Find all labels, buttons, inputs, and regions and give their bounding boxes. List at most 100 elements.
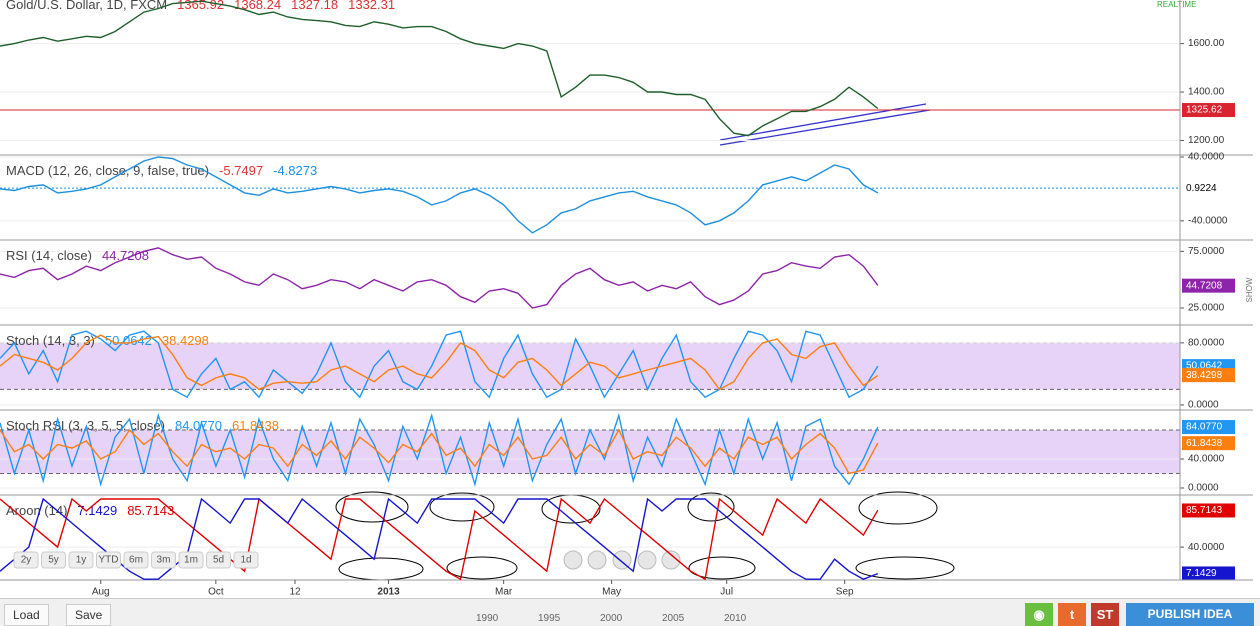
panel-header: Aroon (14) 7.1429 85.7143 [6, 503, 174, 518]
save-button[interactable]: Save [66, 604, 112, 626]
y-tick-label: 0.0000 [1188, 483, 1219, 494]
panel-header: MACD (12, 26, close, 9, false, true) -5.7… [6, 163, 317, 178]
last-value-box [1182, 503, 1235, 518]
last-value-label: 7.1429 [1186, 568, 1217, 579]
range-button[interactable] [123, 551, 149, 569]
x-tick-label: Mar [495, 587, 513, 598]
x-tick-label: May [602, 587, 621, 598]
load-button[interactable]: Load [4, 604, 49, 626]
show-label[interactable]: SHOW [1245, 277, 1254, 302]
last-value-label: 84.0770 [1186, 422, 1223, 433]
y-tick-label: 1200.00 [1188, 135, 1225, 146]
header-value: -4.8273 [273, 163, 317, 178]
panel: 25.0000 75.0000 44.7208 RSI (14, close) 44.7… [0, 246, 1253, 326]
last-value-box [1182, 566, 1235, 581]
range-button[interactable] [206, 551, 231, 569]
x-tick-label: Oct [208, 587, 224, 598]
timeline-label: 2000 [600, 613, 623, 624]
header-value: 85.7143 [127, 503, 174, 518]
timeline-label: 1995 [538, 613, 561, 624]
st-button[interactable]: ST [1091, 603, 1119, 626]
last-value-box [1182, 436, 1235, 451]
last-value-box [1182, 103, 1235, 118]
indicator-line [0, 497, 879, 580]
range-button-label: YTD [99, 555, 119, 566]
header-value: 1368.24 [234, 0, 281, 12]
panel-title: Stoch RSI (3, 3, 5, 5, close) [6, 418, 165, 433]
range-button[interactable] [151, 551, 176, 569]
toolbar: Load Save 1990 1995 2000 2005 2010 ◉ t ST PU… [0, 598, 1260, 626]
indicator-line [0, 428, 879, 475]
header-value: 50.0642 [105, 333, 152, 348]
indicator-line [0, 497, 879, 581]
nav-buttons[interactable] [563, 550, 681, 570]
header-value: -5.7497 [219, 163, 263, 178]
timeline-label: 1990 [476, 613, 499, 624]
last-value-box [1182, 420, 1235, 435]
y-tick-label: 1400.00 [1188, 87, 1225, 98]
timeline-label: 2005 [662, 613, 685, 624]
indicator-line [0, 334, 879, 391]
range-button[interactable] [96, 551, 121, 569]
timeline: 1990 1995 2000 2005 2010 [470, 613, 790, 626]
header-value: 38.4298 [162, 333, 209, 348]
tweet-button[interactable]: t [1058, 603, 1086, 626]
indicator-line [0, 0, 879, 137]
range-button-label: 1y [76, 555, 87, 566]
last-value-label: 0.9224 [1186, 183, 1217, 194]
header-value: 1327.18 [291, 0, 338, 12]
panel-header: RSI (14, close) 44.7208 [6, 248, 149, 263]
panel-title: RSI (14, close) [6, 248, 92, 263]
last-value-label: 1325.62 [1186, 105, 1223, 116]
y-tick-label: 40.0000 [1188, 454, 1225, 465]
last-value-label: 38.4298 [1186, 370, 1223, 381]
indicator-line [0, 247, 879, 309]
y-tick-label: 0.0000 [1188, 400, 1219, 411]
header-value: 1332.31 [348, 0, 395, 12]
x-tick-label: 12 [289, 587, 301, 598]
last-value-box [1182, 181, 1235, 196]
y-tick-label: 40.0000 [1188, 542, 1225, 553]
header-value: 84.0770 [175, 418, 222, 433]
last-value-label: 85.7143 [1186, 505, 1223, 516]
y-tick-label: 25.0000 [1188, 303, 1225, 314]
x-tick-label: 2013 [377, 587, 400, 598]
panel: 40.0000 -40.0000 0.9224 MACD (12, 26, close… [0, 152, 1253, 241]
range-button-label: 5d [213, 555, 224, 566]
range-button[interactable] [41, 551, 66, 569]
panel-title: Stoch (14, 3, 3) [6, 333, 95, 348]
header-value: 61.8438 [232, 418, 279, 433]
panel-title: MACD (12, 26, close, 9, false, true) [6, 163, 209, 178]
x-tick-label: Sep [836, 587, 854, 598]
last-value-label: 44.7208 [1186, 280, 1223, 291]
panel-header: Gold/U.S. Dollar, 1D, FXCM 1365.92 1368.24… [6, 0, 395, 12]
trend-line [719, 109, 931, 146]
range-button-label: 5y [48, 555, 59, 566]
band [0, 430, 1180, 474]
publish-button[interactable]: PUBLISH IDEA [1126, 603, 1254, 626]
x-tick-label: Jul [720, 587, 733, 598]
range-button[interactable] [178, 551, 204, 569]
background [0, 0, 1260, 598]
y-tick-label: 40.0000 [1188, 152, 1225, 163]
y-tick-label: 75.0000 [1188, 246, 1225, 257]
indicator-line [0, 330, 879, 399]
last-value-box [1182, 278, 1235, 293]
header-value: 7.1429 [77, 503, 117, 518]
snapshot-button[interactable]: ◉ [1025, 603, 1053, 626]
y-tick-label: 1600.00 [1188, 38, 1225, 49]
range-button-label: 2y [21, 555, 32, 566]
range-button-label: 6m [129, 555, 143, 566]
range-button-label: 1m [184, 555, 198, 566]
range-button[interactable] [13, 551, 39, 569]
range-button[interactable] [68, 551, 94, 569]
panel-title: Gold/U.S. Dollar, 1D, FXCM [6, 0, 167, 12]
range-button[interactable] [233, 551, 259, 569]
x-tick-label: Aug [92, 587, 110, 598]
panel: 1200.00 1400.00 1600.00 1325.62 Gold/U.S. Do… [0, 0, 1253, 156]
panel-header: Stoch RSI (3, 3, 5, 5, close) 84.0770 61.8… [6, 418, 279, 433]
last-value-label: 61.8438 [1186, 438, 1223, 449]
last-value-label: 50.0642 [1186, 361, 1223, 372]
y-tick-label: -40.0000 [1188, 215, 1228, 226]
